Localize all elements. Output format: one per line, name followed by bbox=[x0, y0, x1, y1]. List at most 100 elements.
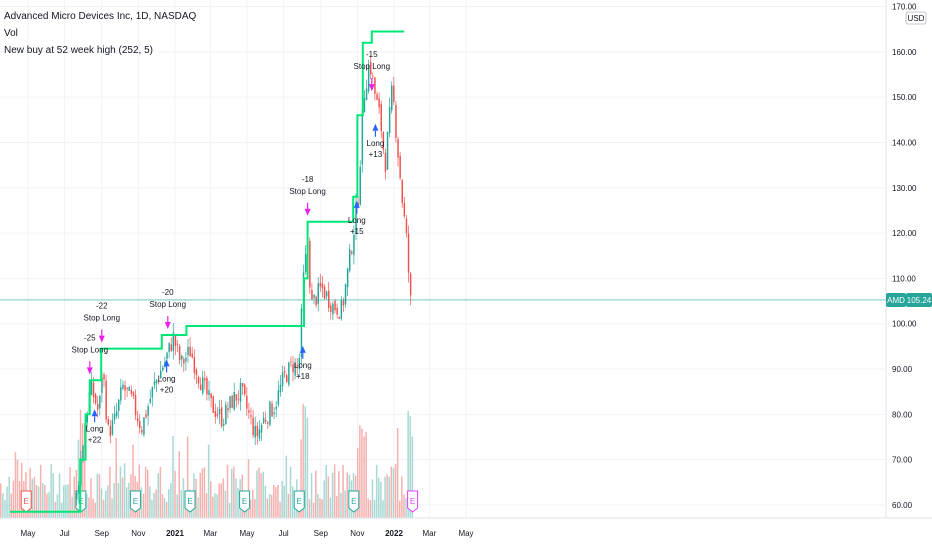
price-tick-label: 130.00 bbox=[892, 184, 917, 193]
volume-bar bbox=[203, 467, 206, 518]
earnings-marker-box bbox=[184, 490, 196, 513]
candle-body bbox=[210, 393, 212, 399]
volume-bar bbox=[323, 480, 325, 518]
candle-body bbox=[332, 303, 334, 315]
candle-body bbox=[359, 166, 361, 205]
candle-body bbox=[183, 359, 185, 364]
price-tick-label: 140.00 bbox=[892, 138, 917, 147]
candle-body bbox=[244, 384, 246, 395]
candle-body bbox=[283, 370, 286, 373]
volume-bar bbox=[289, 466, 292, 518]
earnings-marker-letter: E bbox=[242, 497, 247, 506]
volume-bar bbox=[126, 487, 128, 518]
volume-bar bbox=[176, 494, 178, 518]
candle-body bbox=[145, 414, 147, 418]
candle-body bbox=[256, 425, 259, 437]
legend-symbol[interactable]: Advanced Micro Devices Inc, 1D, NASDAQ bbox=[4, 11, 197, 22]
volume-bar bbox=[65, 484, 67, 518]
candle-body bbox=[151, 386, 154, 398]
candle-body bbox=[216, 414, 219, 416]
candle-body bbox=[178, 346, 181, 361]
volume-bar bbox=[18, 480, 21, 518]
volume-bar bbox=[117, 483, 120, 518]
candle-body bbox=[92, 382, 95, 398]
candle-body bbox=[346, 268, 349, 288]
candle-body bbox=[105, 380, 107, 420]
volume-bar bbox=[170, 483, 172, 518]
candle-body bbox=[124, 385, 126, 391]
candle-body bbox=[384, 152, 387, 172]
price-tick-label: 90.00 bbox=[892, 365, 913, 374]
volume-bar bbox=[281, 481, 283, 518]
stop-long-pnl: -22 bbox=[96, 302, 108, 311]
volume-bar bbox=[411, 436, 414, 518]
candle-body bbox=[149, 398, 151, 403]
candle-body bbox=[290, 361, 292, 363]
volume-bar bbox=[92, 498, 94, 518]
earnings-marker-box bbox=[348, 490, 360, 513]
volume-bar bbox=[405, 498, 407, 518]
candle-body bbox=[246, 395, 248, 409]
volume-bar bbox=[247, 459, 250, 518]
volume-bar bbox=[329, 497, 332, 518]
currency-badge-box bbox=[905, 11, 927, 25]
time-tick-label: Nov bbox=[350, 529, 364, 538]
candle-body bbox=[321, 283, 324, 288]
volume-bar bbox=[254, 498, 256, 518]
volume-bar bbox=[105, 490, 107, 518]
candle-body bbox=[254, 425, 256, 438]
volume-bar bbox=[338, 471, 340, 518]
last-price-box bbox=[906, 292, 932, 307]
candle-body bbox=[132, 392, 135, 396]
volume-bar bbox=[86, 493, 88, 518]
candle-body bbox=[262, 417, 265, 424]
price-tick-label: 150.00 bbox=[892, 93, 917, 102]
volume-bar bbox=[109, 466, 111, 518]
long-label: Long bbox=[367, 139, 385, 148]
volume-bar bbox=[4, 499, 6, 518]
candle-body bbox=[206, 378, 208, 395]
candle-body bbox=[363, 98, 366, 112]
long-marker bbox=[299, 345, 306, 353]
time-tick-label: May bbox=[239, 529, 254, 538]
volume-bar bbox=[121, 477, 124, 518]
stop-long-marker bbox=[86, 367, 93, 375]
volume-bar bbox=[21, 462, 23, 518]
candle-body bbox=[269, 401, 271, 426]
candle-body bbox=[294, 362, 296, 376]
stop-long-label: Stop Long bbox=[150, 300, 186, 309]
candle-body bbox=[391, 85, 393, 111]
volume-bar bbox=[291, 486, 294, 518]
earnings-marker-letter: E bbox=[133, 497, 138, 506]
price-axis-panel[interactable] bbox=[886, 0, 932, 518]
last-price-value: 105.24 bbox=[907, 296, 932, 305]
volume-bar bbox=[153, 492, 155, 518]
candle-body bbox=[155, 379, 158, 384]
volume-bar bbox=[325, 465, 327, 518]
time-tick-label: 2022 bbox=[385, 529, 403, 538]
time-axis-panel[interactable] bbox=[0, 518, 932, 550]
candle-body bbox=[172, 332, 175, 351]
volume-bar bbox=[42, 483, 44, 518]
volume-bar bbox=[88, 497, 90, 518]
earnings-marker: E bbox=[348, 490, 360, 513]
time-tick-label: Mar bbox=[423, 529, 437, 538]
legend-volume[interactable]: Vol bbox=[4, 28, 18, 39]
candle-body bbox=[107, 419, 109, 425]
candle-body bbox=[235, 394, 238, 401]
candle-body bbox=[147, 405, 149, 416]
volume-bar bbox=[67, 484, 69, 518]
candle-body bbox=[139, 421, 141, 429]
volume-bar bbox=[31, 478, 33, 518]
currency-badge[interactable]: USD bbox=[905, 11, 927, 25]
volume-bar bbox=[205, 493, 208, 518]
volume-bar bbox=[308, 499, 311, 518]
legend-strategy[interactable]: New buy at 52 week high (252, 5) bbox=[4, 45, 153, 56]
volume-bar bbox=[132, 444, 134, 518]
candle-body bbox=[193, 357, 196, 373]
long-label: Long bbox=[158, 374, 176, 383]
volume-bar bbox=[342, 465, 344, 518]
